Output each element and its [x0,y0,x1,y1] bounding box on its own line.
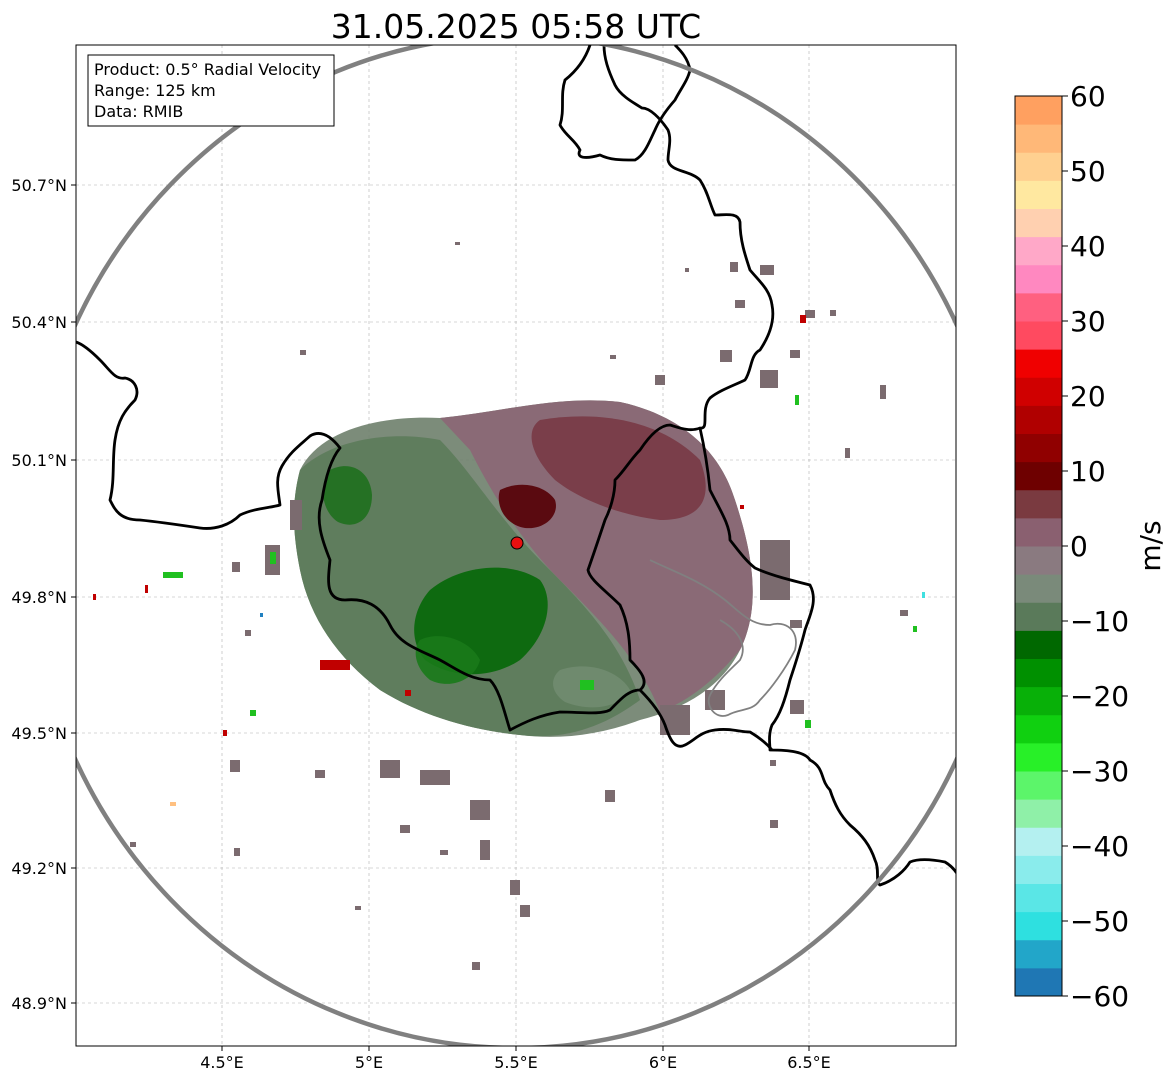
lon-tick-label: 5°E [355,1053,383,1072]
colorbar-segment [1015,461,1062,491]
lon-tick-label: 6°E [649,1053,677,1072]
colorbar-segment [1015,771,1062,800]
country-borders [76,45,956,887]
luxembourg-boundary [649,559,797,717]
lat-tick-label: 50.4°N [11,313,67,332]
latitude-axis: 50.7°N 50.4°N 50.1°N 49.8°N 49.5°N 49.2°… [11,176,76,1013]
lat-tick-label: 48.9°N [11,994,67,1013]
colorbar-tick-label: −60 [1070,980,1129,1013]
colorbar-segment [1015,827,1062,856]
colorbar-segment [1015,321,1062,350]
colorbar-tick-label: −20 [1070,680,1129,713]
colorbar-segment [1015,433,1062,463]
map-content [76,45,956,1046]
info-box: Product: 0.5° Radial Velocity Range: 125… [87,54,335,127]
colorbar-segment [1015,883,1062,913]
colorbar-segment [1015,855,1062,884]
colorbar: 60 50 40 30 20 10 0 −10 −20 −30 −40 −50 −60 m/s [1014,80,1167,1013]
colorbar-unit: m/s [1134,520,1167,571]
colorbar-tick-label: 40 [1070,230,1106,263]
lon-tick-label: 5.5°E [494,1053,538,1072]
colorbar-segment [1015,658,1062,688]
colorbar-segment [1015,124,1062,153]
colorbar-segment [1015,911,1062,941]
colorbar-segment [1015,939,1062,969]
colorbar-segment [1015,264,1062,294]
echo-cyan-speckle [922,592,925,598]
echo-scatter [130,242,908,970]
longitude-axis: 4.5°E 5°E 5.5°E 6°E 6.5°E [200,1046,831,1072]
lat-tick-label: 49.2°N [11,859,67,878]
echo-approaching-cell-west [323,466,372,525]
colorbar-segment [1015,152,1062,181]
echo-green-speckles [163,395,917,728]
colorbar-segment [1015,236,1062,266]
lat-tick-label: 50.1°N [11,451,67,470]
echo-receding-max [498,484,556,529]
lat-tick-label: 49.5°N [11,724,67,743]
colorbar-segment [1015,180,1062,209]
colorbar-tick-label: 0 [1070,530,1088,563]
colorbar-segment [1015,489,1062,519]
radial-velocity-field [93,242,925,970]
lon-tick-label: 6.5°E [787,1053,831,1072]
colorbar-segment [1015,292,1062,322]
colorbar-tick-label: 10 [1070,455,1106,488]
colorbar-tick-label: 20 [1070,380,1106,413]
colorbar-segment [1015,714,1062,744]
colorbar-tick-label: −40 [1070,830,1129,863]
colorbar-tick-label: 30 [1070,305,1106,338]
colorbar-segment [1015,686,1062,716]
colorbar-tick-label: −10 [1070,605,1129,638]
map-title: 31.05.2025 05:58 UTC [331,7,701,46]
colorbar-segment [1015,574,1062,603]
colorbar-segment [1015,208,1062,238]
echo-blue-speckle [260,613,263,617]
colorbar-segment [1015,742,1062,772]
colorbar-segment [1015,546,1062,575]
lon-tick-label: 4.5°E [200,1053,244,1072]
colorbar-tick-label: 60 [1070,80,1106,113]
colorbar-segment [1015,96,1062,125]
echo-orange-speckle [170,802,176,806]
info-box-frame [87,54,335,127]
colorbar-segment [1015,349,1062,378]
colorbar-segment [1015,602,1062,631]
colorbar-segment [1015,630,1062,659]
colorbar-segments [1015,96,1062,997]
lat-tick-label: 50.7°N [11,176,67,195]
colorbar-segment [1015,799,1062,828]
info-data-source: Data: RMIB [94,102,183,121]
colorbar-ticks: 60 50 40 30 20 10 0 −10 −20 −30 −40 −50 −60 [1062,80,1129,1013]
colorbar-segment [1015,377,1062,406]
info-range: Range: 125 km [94,81,216,100]
echo-red-speckles [93,315,806,736]
colorbar-tick-label: 50 [1070,155,1106,188]
colorbar-tick-label: −50 [1070,905,1129,938]
colorbar-segment [1015,517,1062,547]
colorbar-segment [1015,967,1062,997]
lat-tick-label: 49.8°N [11,588,67,607]
info-product: Product: 0.5° Radial Velocity [94,60,321,79]
radar-site-marker [510,536,524,550]
colorbar-tick-label: −30 [1070,755,1129,788]
echo-receding-core [531,416,706,520]
colorbar-segment [1015,405,1062,434]
